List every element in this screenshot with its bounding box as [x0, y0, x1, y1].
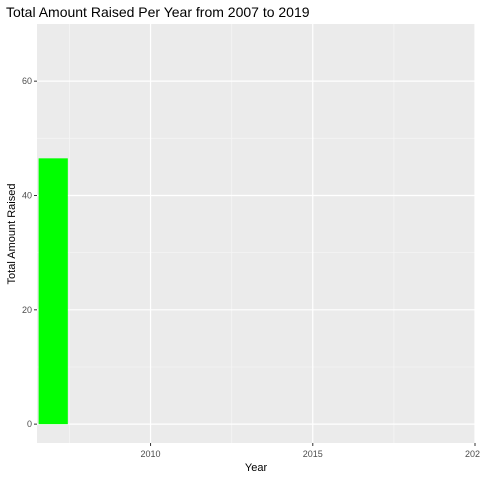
- chart-title: Total Amount Raised Per Year from 2007 t…: [6, 4, 310, 20]
- x-tick-label: 2010: [141, 449, 161, 459]
- bar-series: [38, 158, 68, 425]
- y-tick-label: 0: [27, 419, 32, 429]
- plot-panel: [37, 24, 475, 443]
- x-axis-title: Year: [245, 462, 268, 474]
- x-tick-label: 2015: [303, 449, 323, 459]
- y-tick-label: 60: [22, 76, 32, 86]
- y-tick-label: 40: [22, 190, 32, 200]
- x-tick-label: 2020: [465, 449, 480, 459]
- major-gridlines: [37, 24, 476, 443]
- y-axis-title: Total Amount Raised: [6, 184, 18, 285]
- x-axis-ticks: 2010 2015 2020: [141, 443, 480, 459]
- y-tick-label: 20: [22, 305, 32, 315]
- minor-gridlines: [37, 24, 475, 443]
- y-axis-ticks: 0 20 40 60: [22, 76, 37, 429]
- bar: [38, 158, 68, 425]
